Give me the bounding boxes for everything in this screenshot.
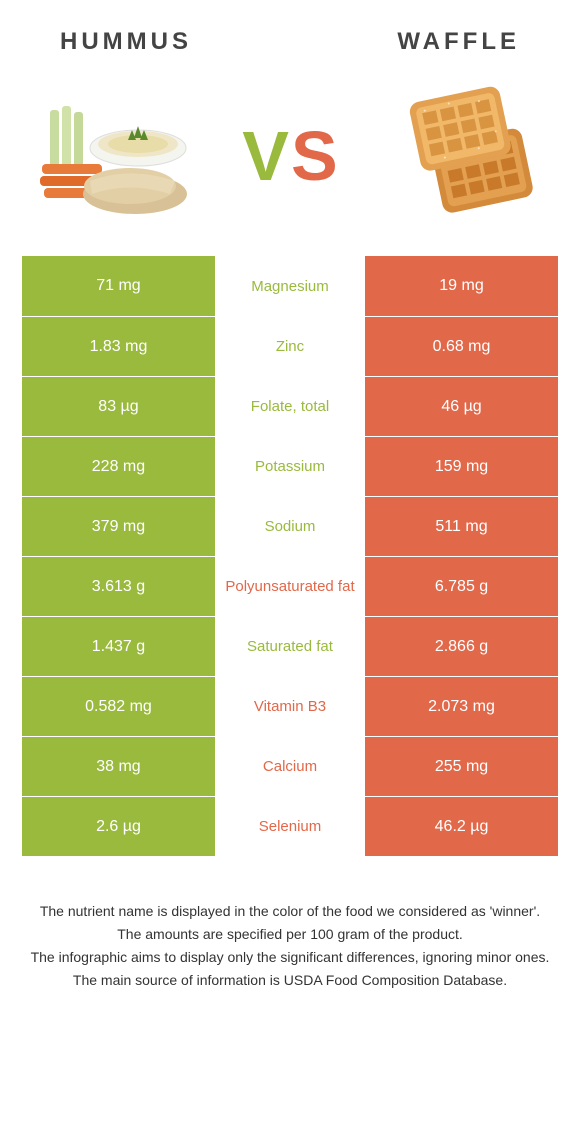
vs-s: S bbox=[291, 121, 338, 191]
images-row: V S bbox=[0, 66, 580, 256]
right-value: 159 mg bbox=[365, 437, 558, 496]
header: Hummus Waffle bbox=[0, 0, 580, 66]
table-row: 83 µgFolate, total46 µg bbox=[22, 376, 558, 436]
nutrient-name: Vitamin B3 bbox=[215, 677, 365, 736]
left-value: 1.437 g bbox=[22, 617, 215, 676]
table-row: 228 mgPotassium159 mg bbox=[22, 436, 558, 496]
left-value: 38 mg bbox=[22, 737, 215, 796]
footnote-line: The main source of information is USDA F… bbox=[30, 970, 550, 991]
nutrient-name: Selenium bbox=[215, 797, 365, 856]
right-value: 255 mg bbox=[365, 737, 558, 796]
table-row: 0.582 mgVitamin B32.073 mg bbox=[22, 676, 558, 736]
right-value: 6.785 g bbox=[365, 557, 558, 616]
nutrient-name: Zinc bbox=[215, 317, 365, 376]
nutrient-name: Calcium bbox=[215, 737, 365, 796]
vs-label: V S bbox=[242, 121, 337, 191]
nutrient-name: Magnesium bbox=[215, 256, 365, 316]
left-value: 379 mg bbox=[22, 497, 215, 556]
nutrient-name: Folate, total bbox=[215, 377, 365, 436]
right-food-title: Waffle bbox=[397, 28, 520, 56]
nutrient-table: 71 mgMagnesium19 mg1.83 mgZinc0.68 mg83 … bbox=[22, 256, 558, 856]
left-value: 0.582 mg bbox=[22, 677, 215, 736]
nutrient-name: Potassium bbox=[215, 437, 365, 496]
nutrient-name: Saturated fat bbox=[215, 617, 365, 676]
table-row: 38 mgCalcium255 mg bbox=[22, 736, 558, 796]
footnote-line: The amounts are specified per 100 gram o… bbox=[30, 924, 550, 945]
right-value: 19 mg bbox=[365, 256, 558, 316]
left-value: 71 mg bbox=[22, 256, 215, 316]
table-row: 71 mgMagnesium19 mg bbox=[22, 256, 558, 316]
right-value: 46 µg bbox=[365, 377, 558, 436]
right-value: 46.2 µg bbox=[365, 797, 558, 856]
hummus-illustration bbox=[30, 86, 200, 226]
footnote-line: The infographic aims to display only the… bbox=[30, 947, 550, 968]
footnote-line: The nutrient name is displayed in the co… bbox=[30, 901, 550, 922]
table-row: 3.613 gPolyunsaturated fat6.785 g bbox=[22, 556, 558, 616]
left-value: 83 µg bbox=[22, 377, 215, 436]
nutrient-name: Polyunsaturated fat bbox=[215, 557, 365, 616]
left-value: 228 mg bbox=[22, 437, 215, 496]
left-food-title: Hummus bbox=[60, 28, 192, 56]
left-value: 1.83 mg bbox=[22, 317, 215, 376]
right-value: 2.866 g bbox=[365, 617, 558, 676]
left-value: 2.6 µg bbox=[22, 797, 215, 856]
right-value: 0.68 mg bbox=[365, 317, 558, 376]
table-row: 1.437 gSaturated fat2.866 g bbox=[22, 616, 558, 676]
right-value: 511 mg bbox=[365, 497, 558, 556]
vs-v: V bbox=[242, 121, 289, 191]
waffle-illustration bbox=[380, 86, 550, 226]
table-row: 1.83 mgZinc0.68 mg bbox=[22, 316, 558, 376]
nutrient-name: Sodium bbox=[215, 497, 365, 556]
right-value: 2.073 mg bbox=[365, 677, 558, 736]
footnotes: The nutrient name is displayed in the co… bbox=[0, 856, 580, 991]
left-value: 3.613 g bbox=[22, 557, 215, 616]
table-row: 379 mgSodium511 mg bbox=[22, 496, 558, 556]
table-row: 2.6 µgSelenium46.2 µg bbox=[22, 796, 558, 856]
